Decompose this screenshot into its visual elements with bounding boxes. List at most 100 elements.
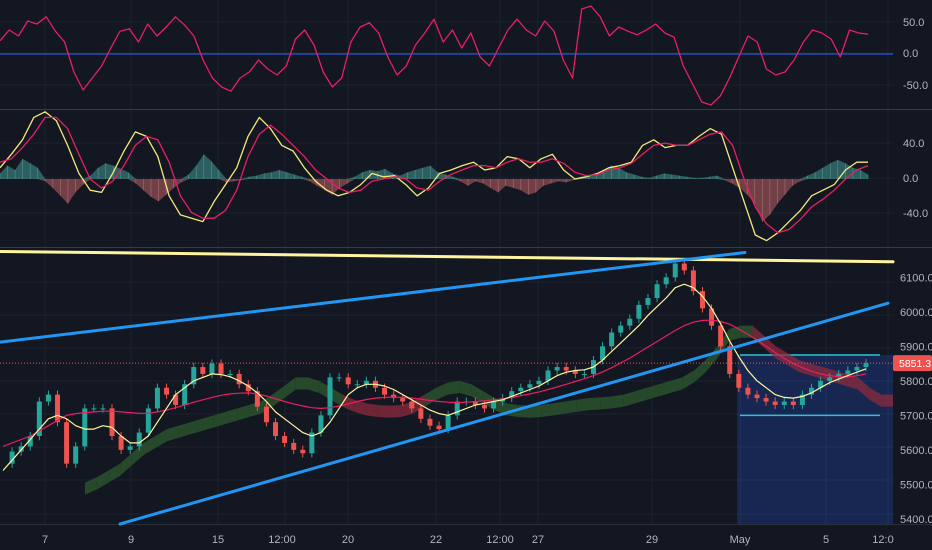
candle-body bbox=[690, 270, 696, 292]
cloud-segment bbox=[846, 373, 858, 390]
cloud-segment bbox=[529, 404, 542, 418]
cloud-segment bbox=[764, 335, 776, 359]
cloud-segment bbox=[565, 399, 577, 414]
candle-body bbox=[491, 401, 497, 409]
x-tick-label: 20 bbox=[342, 534, 354, 546]
y-tick-label: 5400.0 bbox=[900, 514, 932, 526]
x-tick-label: 15 bbox=[212, 534, 224, 546]
candle-body bbox=[318, 415, 324, 433]
x-tick-label: 12:00 bbox=[268, 534, 296, 546]
y-tick-label: 5700.0 bbox=[900, 410, 932, 422]
candle-body bbox=[745, 387, 751, 395]
cloud-segment bbox=[658, 380, 671, 397]
y-tick-label: 0.0 bbox=[903, 48, 918, 60]
candle-body bbox=[609, 332, 615, 347]
candle-body bbox=[672, 263, 678, 278]
candle-body bbox=[82, 408, 88, 447]
x-tick-label: 7 bbox=[42, 534, 48, 546]
candle-body bbox=[836, 373, 842, 378]
candle-body bbox=[36, 401, 42, 437]
cloud-segment bbox=[143, 436, 156, 455]
cloud-segment bbox=[881, 394, 893, 407]
range-selection-box bbox=[737, 354, 893, 524]
cloud-segment bbox=[600, 396, 612, 410]
candle-body bbox=[818, 380, 824, 388]
cloud-segment bbox=[857, 377, 870, 400]
channel-upper-trendline bbox=[0, 250, 747, 344]
candle-body bbox=[27, 436, 33, 447]
moving-average-fast bbox=[2, 283, 867, 471]
cloud-segment bbox=[330, 387, 343, 407]
candle-body bbox=[427, 418, 433, 426]
candle-body bbox=[291, 442, 297, 450]
y-tick-label: 40.0 bbox=[903, 138, 924, 150]
candle-body bbox=[55, 394, 61, 423]
candle-body bbox=[218, 363, 224, 374]
candle-body bbox=[618, 325, 624, 333]
candle-body bbox=[727, 346, 733, 374]
cloud-segment bbox=[436, 382, 449, 400]
candle-body bbox=[581, 373, 587, 375]
candle-body bbox=[145, 408, 151, 433]
cloud-segment bbox=[225, 408, 238, 424]
cloud-segment bbox=[131, 442, 144, 466]
candle-body bbox=[827, 377, 833, 381]
candle-body bbox=[790, 401, 796, 405]
x-tick-label: 9 bbox=[128, 534, 134, 546]
x-tick-label: 29 bbox=[646, 534, 658, 546]
candle-body bbox=[400, 398, 406, 402]
candle-body bbox=[518, 387, 524, 392]
cloud-segment bbox=[190, 418, 203, 435]
candle-body bbox=[781, 401, 787, 405]
candle-body bbox=[209, 363, 215, 374]
candle-body bbox=[245, 384, 251, 392]
candle-body bbox=[863, 363, 869, 368]
x-tick-label: 5 bbox=[823, 534, 829, 546]
cloud-segment bbox=[307, 377, 320, 393]
candle-body bbox=[663, 277, 669, 285]
candle-body bbox=[808, 387, 814, 395]
last-price-badge bbox=[893, 355, 932, 372]
candle-body bbox=[382, 387, 388, 395]
candle-body bbox=[481, 404, 487, 409]
candle-body bbox=[182, 384, 188, 405]
cloud-segment bbox=[272, 386, 285, 407]
candle-body bbox=[845, 370, 851, 374]
y-tick-label: 6000.0 bbox=[900, 307, 932, 319]
resistance-trendline bbox=[0, 249, 895, 264]
candle-body bbox=[636, 304, 642, 319]
y-tick-label: -40.0 bbox=[903, 208, 928, 220]
y-tick-label: 5800.0 bbox=[900, 376, 932, 388]
histogram-positive-area bbox=[0, 154, 868, 179]
y-tick-label: 0.0 bbox=[903, 173, 918, 185]
candle-body bbox=[136, 432, 142, 447]
cloud-segment bbox=[693, 360, 706, 383]
cloud-segment bbox=[96, 470, 109, 490]
y-tick-label: 5900.0 bbox=[900, 341, 932, 353]
x-tick-label: 27 bbox=[532, 534, 544, 546]
candle-body bbox=[681, 263, 687, 271]
cloud-segment bbox=[799, 360, 812, 376]
cloud-segment bbox=[869, 387, 882, 407]
cloud-segment bbox=[377, 404, 390, 418]
candle-body bbox=[627, 318, 633, 326]
candle-body bbox=[799, 394, 805, 405]
candle-body bbox=[699, 291, 705, 309]
candle-body bbox=[345, 377, 351, 385]
candle-body bbox=[200, 367, 206, 374]
cloud-segment bbox=[811, 363, 823, 380]
y-tick-label: -50.0 bbox=[903, 80, 928, 92]
cloud-segment bbox=[237, 404, 249, 421]
candle-body bbox=[127, 446, 133, 450]
cloud-segment bbox=[85, 477, 97, 495]
cloud-segment bbox=[120, 453, 132, 476]
cloud-segment bbox=[576, 398, 589, 412]
cloud-segment bbox=[787, 353, 800, 373]
candle-body bbox=[45, 394, 51, 402]
candle-body bbox=[354, 384, 360, 386]
candle-body bbox=[118, 436, 124, 450]
cloud-segment bbox=[155, 429, 167, 449]
candle-body bbox=[363, 380, 369, 385]
candle-body bbox=[336, 377, 342, 379]
